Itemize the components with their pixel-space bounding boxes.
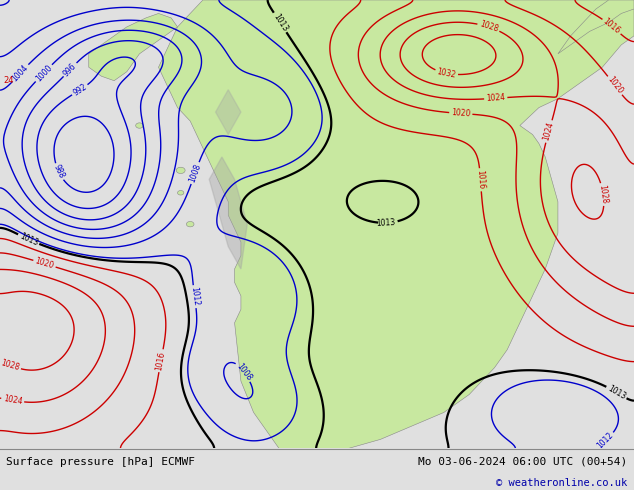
Text: 1008: 1008 bbox=[188, 163, 203, 184]
Text: 1016: 1016 bbox=[155, 350, 167, 371]
Text: 996: 996 bbox=[61, 61, 79, 78]
Text: 1020: 1020 bbox=[34, 257, 55, 271]
Text: 1028: 1028 bbox=[478, 20, 499, 34]
Text: 1020: 1020 bbox=[451, 108, 470, 119]
Text: Surface pressure [hPa] ECMWF: Surface pressure [hPa] ECMWF bbox=[6, 457, 195, 466]
Text: 1012: 1012 bbox=[595, 431, 615, 450]
Text: 1032: 1032 bbox=[436, 67, 457, 79]
Text: 1013: 1013 bbox=[376, 218, 396, 228]
Circle shape bbox=[176, 167, 185, 173]
Polygon shape bbox=[158, 0, 634, 448]
Text: 1013: 1013 bbox=[18, 231, 39, 247]
Circle shape bbox=[186, 221, 194, 227]
Circle shape bbox=[178, 191, 184, 195]
Text: 1028: 1028 bbox=[0, 358, 20, 372]
Text: 1024: 1024 bbox=[542, 121, 556, 142]
Circle shape bbox=[136, 123, 143, 128]
Polygon shape bbox=[558, 0, 634, 54]
Text: 1024: 1024 bbox=[3, 394, 23, 406]
Polygon shape bbox=[209, 157, 247, 269]
Text: Mo 03-06-2024 06:00 UTC (00+54): Mo 03-06-2024 06:00 UTC (00+54) bbox=[418, 457, 628, 466]
Text: 1016: 1016 bbox=[476, 170, 486, 190]
Text: 992: 992 bbox=[72, 82, 88, 98]
Text: 1012: 1012 bbox=[189, 287, 200, 307]
Text: 1024: 1024 bbox=[486, 93, 506, 103]
Text: 988: 988 bbox=[51, 163, 66, 180]
Text: 1000: 1000 bbox=[34, 63, 54, 83]
Polygon shape bbox=[89, 13, 178, 81]
Text: 1020: 1020 bbox=[605, 75, 624, 96]
Text: © weatheronline.co.uk: © weatheronline.co.uk bbox=[496, 477, 628, 488]
Text: 1016: 1016 bbox=[602, 17, 622, 36]
Text: 1013: 1013 bbox=[606, 384, 627, 401]
Text: 24: 24 bbox=[3, 76, 14, 85]
Text: 1004: 1004 bbox=[10, 63, 30, 83]
Text: 1008: 1008 bbox=[235, 362, 253, 382]
Polygon shape bbox=[216, 90, 241, 135]
Text: 1013: 1013 bbox=[271, 12, 289, 33]
Text: 1028: 1028 bbox=[597, 184, 609, 204]
